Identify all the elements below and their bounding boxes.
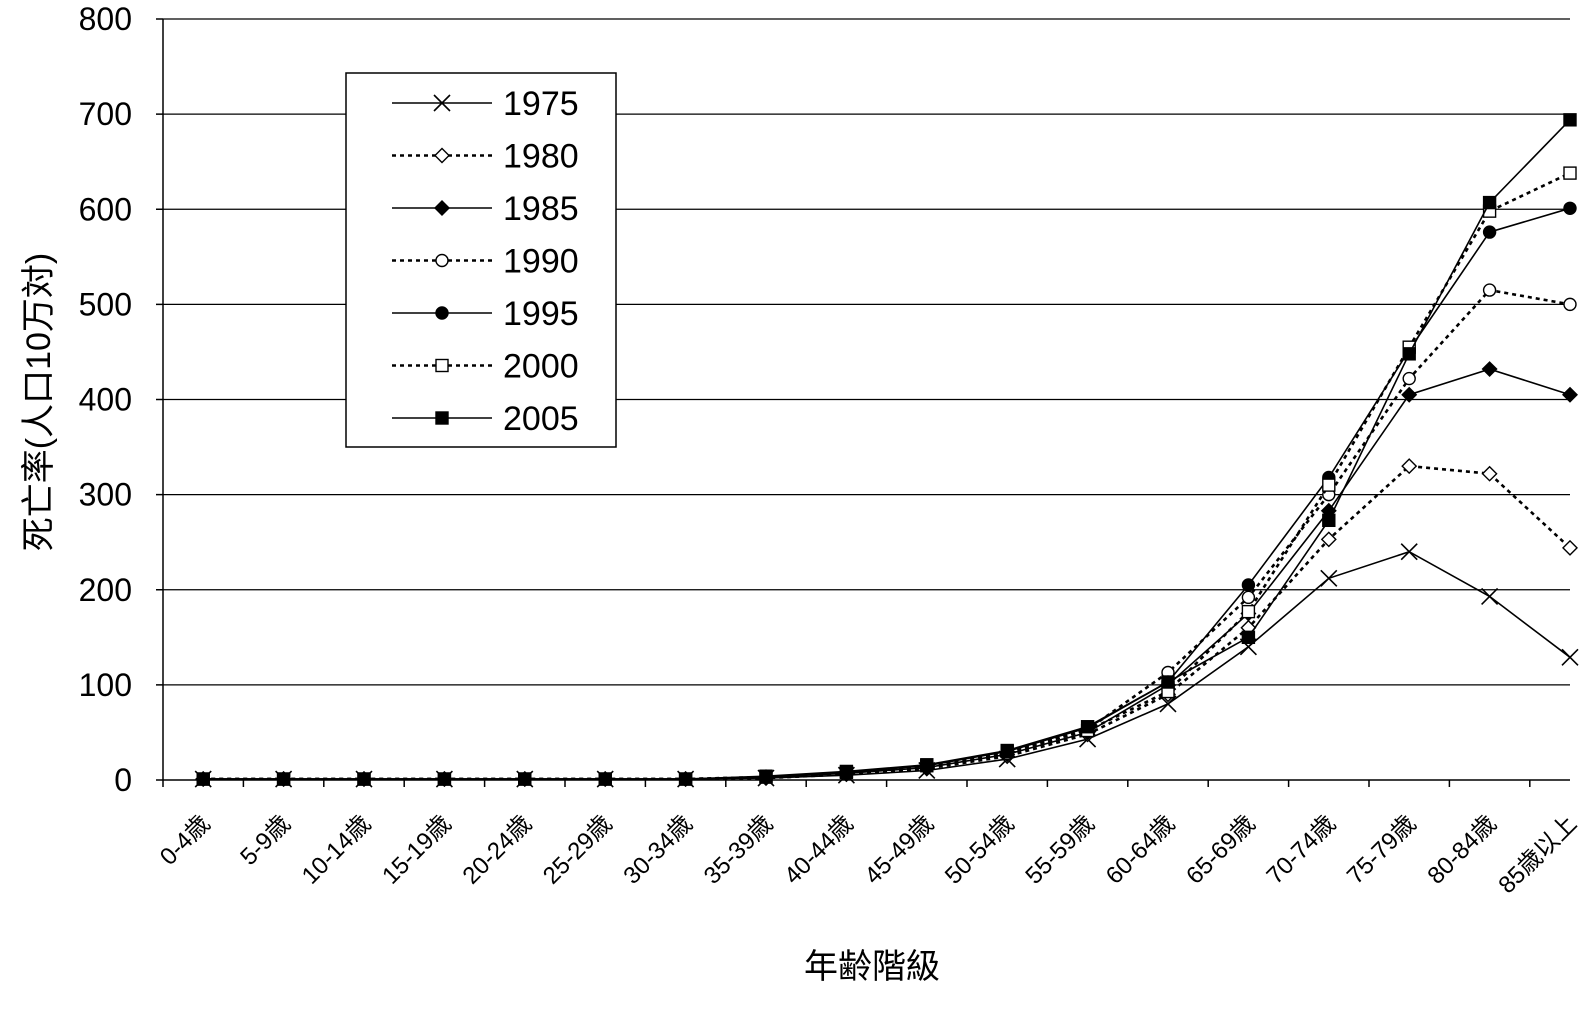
y-tick-label: 0 xyxy=(114,762,132,798)
legend-marker xyxy=(435,358,449,373)
y-tick-label: 200 xyxy=(79,572,132,608)
data-point xyxy=(1563,166,1577,180)
legend-item-1985: 1985 xyxy=(392,190,579,228)
y-tick-label: 100 xyxy=(79,667,132,703)
legend-item-1990: 1990 xyxy=(392,243,579,281)
data-point xyxy=(1322,478,1336,492)
data-point xyxy=(1000,743,1014,758)
y-tick-label: 800 xyxy=(79,1,132,37)
data-point xyxy=(1481,361,1498,378)
data-point xyxy=(1241,578,1256,592)
data-point xyxy=(678,772,693,786)
data-point xyxy=(1481,587,1499,605)
data-point xyxy=(196,772,210,786)
data-point xyxy=(1482,225,1497,239)
y-axis-title: 死亡率(人口10万対) xyxy=(20,253,58,551)
data-point xyxy=(276,772,291,786)
legend-label: 2000 xyxy=(503,348,579,386)
data-point xyxy=(1482,195,1497,210)
data-point xyxy=(598,772,612,786)
data-point xyxy=(1080,720,1095,734)
legend-marker xyxy=(435,306,449,320)
legend-label: 1995 xyxy=(503,295,579,333)
data-point xyxy=(1320,531,1337,548)
y-tick-labels: 0 100 200 300 400 500 600 700 800 xyxy=(79,1,132,798)
data-point xyxy=(1562,386,1578,403)
data-point xyxy=(839,764,854,779)
data-point xyxy=(357,772,371,786)
data-point xyxy=(1481,465,1498,482)
data-point xyxy=(437,772,452,786)
legend-item-1975: 1975 xyxy=(392,85,579,123)
series-lines xyxy=(194,113,1579,788)
y-tick-label: 400 xyxy=(79,382,132,418)
legend-label: 1975 xyxy=(503,85,579,123)
legend-marker xyxy=(435,253,449,268)
legend-item-1995: 1995 xyxy=(392,295,579,333)
data-point xyxy=(1563,297,1577,312)
legend-label: 1980 xyxy=(503,138,579,176)
data-point xyxy=(920,758,934,772)
data-point xyxy=(1562,539,1578,556)
legend-marker xyxy=(434,147,450,164)
data-point xyxy=(759,769,773,783)
data-point xyxy=(1159,695,1177,713)
data-point xyxy=(1563,113,1577,127)
legend-item-2000: 2000 xyxy=(392,348,579,386)
legend-item-1980: 1980 xyxy=(392,138,579,176)
legend: 1975 1980 1985 1990 1995 2000 2005 xyxy=(345,72,617,448)
y-tick-label: 500 xyxy=(79,286,132,322)
data-point xyxy=(1563,201,1577,215)
data-point xyxy=(1402,347,1416,361)
y-tick-label: 600 xyxy=(79,191,132,227)
data-point xyxy=(1241,604,1256,619)
legend-marker xyxy=(433,94,451,112)
series-2005 xyxy=(196,113,1577,786)
data-point xyxy=(1241,590,1256,605)
data-point xyxy=(1161,675,1175,689)
legend-label: 1985 xyxy=(503,190,579,228)
data-point xyxy=(1320,569,1338,587)
legend-marker xyxy=(435,411,449,425)
data-point xyxy=(1241,630,1256,645)
data-point xyxy=(1561,648,1579,666)
y-tick-label: 300 xyxy=(79,477,132,513)
y-tick-label: 700 xyxy=(79,96,132,132)
data-point xyxy=(1402,371,1416,386)
data-point xyxy=(1401,386,1418,403)
legend-label: 1990 xyxy=(503,243,579,281)
data-point xyxy=(1322,513,1336,528)
x-axis-title: 年齢階級 xyxy=(804,948,940,986)
legend-item-2005: 2005 xyxy=(392,400,579,438)
legend-label: 2005 xyxy=(503,400,579,438)
series-line xyxy=(203,119,1571,780)
data-point xyxy=(1400,543,1418,561)
data-point xyxy=(1401,458,1418,475)
legend-marker xyxy=(434,200,450,216)
data-point xyxy=(1482,283,1497,297)
data-point xyxy=(518,772,532,786)
